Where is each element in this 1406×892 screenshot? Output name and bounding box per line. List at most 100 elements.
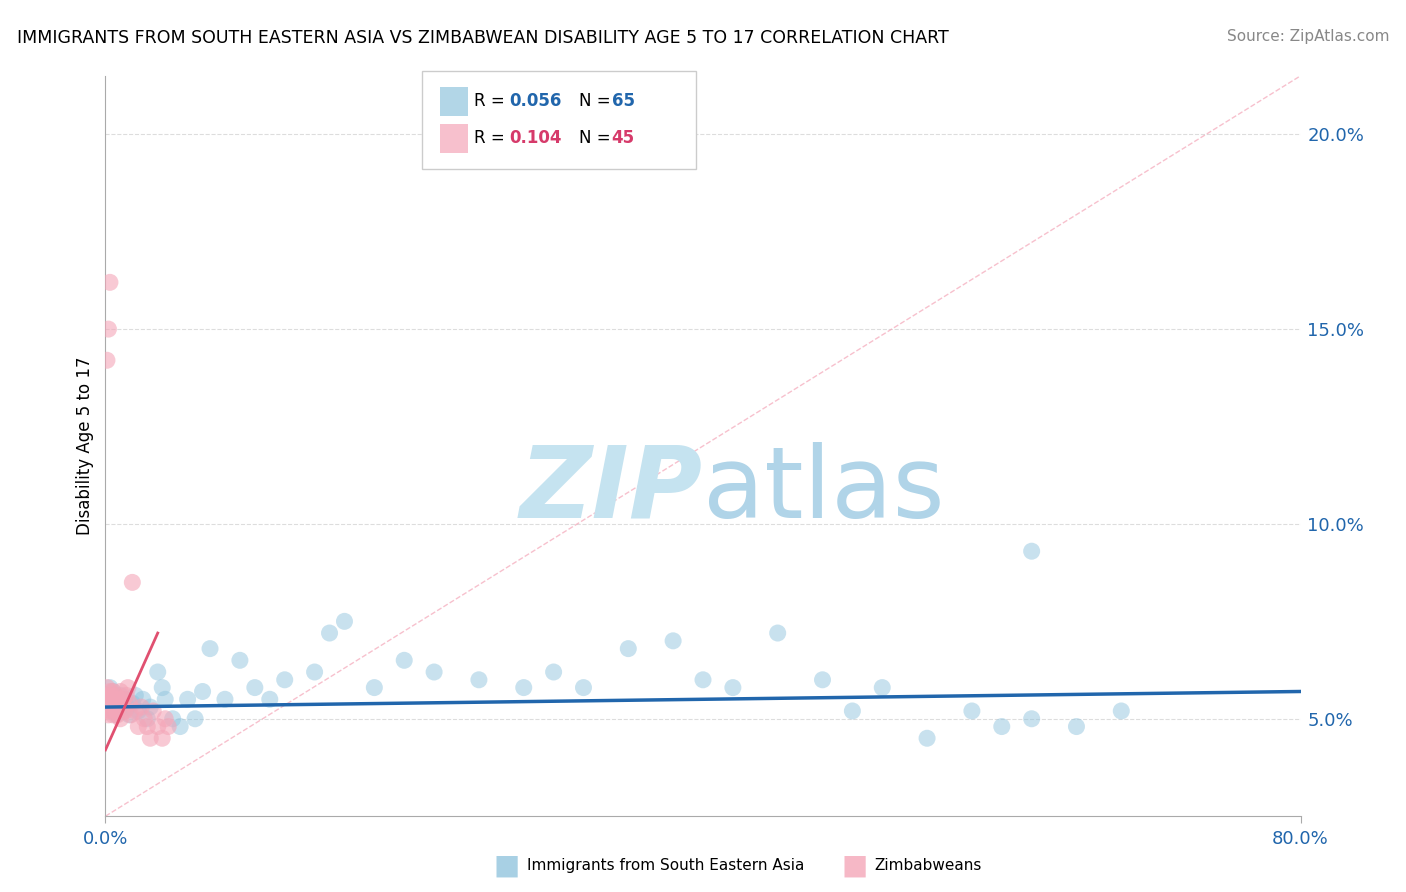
Point <box>1066 720 1088 734</box>
Text: 0.104: 0.104 <box>509 129 561 147</box>
Point <box>229 653 252 667</box>
Point <box>101 696 124 710</box>
Point <box>184 712 207 726</box>
Point <box>110 684 132 698</box>
Point <box>960 704 983 718</box>
Text: Source: ZipAtlas.com: Source: ZipAtlas.com <box>1226 29 1389 44</box>
Text: R =: R = <box>474 129 510 147</box>
Point <box>139 700 162 714</box>
Point <box>468 673 491 687</box>
Text: ■: ■ <box>494 851 519 880</box>
Point <box>155 712 177 726</box>
Point <box>107 692 129 706</box>
Point <box>103 689 125 703</box>
Point <box>115 689 138 703</box>
Text: atlas: atlas <box>703 442 945 539</box>
Point <box>363 681 385 695</box>
Point <box>124 689 146 703</box>
Point <box>101 684 124 698</box>
Point <box>96 353 118 368</box>
Point <box>100 704 122 718</box>
Point <box>121 696 143 710</box>
Point <box>104 704 127 718</box>
Point <box>100 689 122 703</box>
Point <box>104 689 127 703</box>
Point <box>97 689 120 703</box>
Point <box>169 720 191 734</box>
Point <box>110 712 132 726</box>
Point <box>543 665 565 679</box>
Point <box>96 704 118 718</box>
Point <box>114 692 136 706</box>
Point <box>155 692 177 706</box>
Point <box>692 673 714 687</box>
Point <box>139 731 162 746</box>
Point <box>112 692 135 706</box>
Point <box>811 673 834 687</box>
Point <box>142 704 165 718</box>
Point <box>112 704 135 718</box>
Point <box>132 692 155 706</box>
Point <box>121 575 143 590</box>
Point <box>572 681 595 695</box>
Text: ■: ■ <box>842 851 868 880</box>
Point <box>98 692 121 706</box>
Point <box>513 681 536 695</box>
Point <box>259 692 281 706</box>
Point <box>96 689 118 703</box>
Point <box>103 700 125 714</box>
Point <box>150 681 173 695</box>
Point <box>617 641 640 656</box>
Point <box>243 681 266 695</box>
Point <box>96 681 118 695</box>
Text: ZIP: ZIP <box>520 442 703 539</box>
Point <box>96 692 118 706</box>
Point <box>872 681 894 695</box>
Text: 65: 65 <box>612 92 634 110</box>
Point <box>97 707 120 722</box>
Point <box>136 720 159 734</box>
Point <box>101 707 124 722</box>
Text: Zimbabweans: Zimbabweans <box>875 858 981 872</box>
Point <box>146 665 169 679</box>
Point <box>1111 704 1133 718</box>
Point <box>101 684 124 698</box>
Point <box>662 633 685 648</box>
Point <box>97 322 120 336</box>
Point <box>100 704 122 718</box>
Point <box>157 720 180 734</box>
Point <box>304 665 326 679</box>
Point <box>318 626 340 640</box>
Text: 0.056: 0.056 <box>509 92 561 110</box>
Point <box>118 696 141 710</box>
Point <box>129 700 153 714</box>
Point <box>98 681 121 695</box>
Point <box>423 665 446 679</box>
Point <box>104 696 127 710</box>
Point <box>214 692 236 706</box>
Point <box>97 696 120 710</box>
Point <box>721 681 744 695</box>
Text: N =: N = <box>579 92 616 110</box>
Point <box>990 720 1012 734</box>
Text: Immigrants from South Eastern Asia: Immigrants from South Eastern Asia <box>527 858 804 872</box>
Point <box>915 731 938 746</box>
Text: R =: R = <box>474 92 510 110</box>
Point <box>108 700 131 714</box>
Point <box>1021 544 1043 558</box>
Point <box>117 681 139 695</box>
Point <box>107 696 129 710</box>
Point <box>104 707 127 722</box>
Point <box>110 689 132 703</box>
Point <box>100 696 122 710</box>
Point <box>333 615 356 629</box>
Text: 45: 45 <box>612 129 634 147</box>
Point <box>136 712 159 726</box>
Point <box>162 712 184 726</box>
Point <box>103 700 125 714</box>
Point <box>98 276 121 290</box>
Point <box>134 712 156 726</box>
Point <box>198 641 221 656</box>
Point <box>107 707 129 722</box>
Point <box>111 696 134 710</box>
